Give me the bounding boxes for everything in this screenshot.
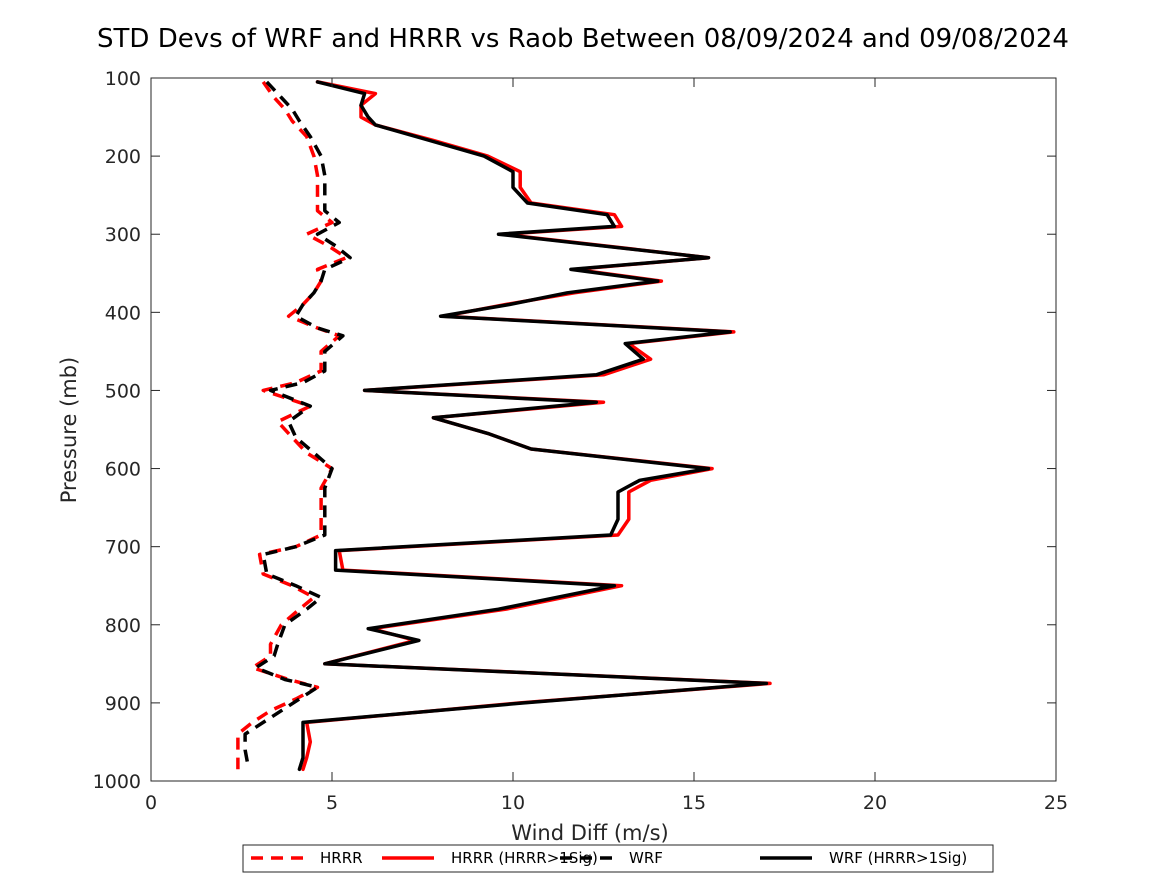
axes-box — [150, 77, 1057, 782]
legend-label: HRRR — [320, 849, 363, 867]
legend-label: HRRR (HRRR>1Sig) — [451, 849, 598, 867]
legend-label: WRF — [629, 849, 663, 867]
y-tick-label: 700 — [105, 537, 141, 559]
y-tick-label: 800 — [105, 615, 141, 637]
y-tick-label: 1000 — [93, 771, 141, 793]
x-tick-label: 15 — [682, 792, 706, 814]
y-tick-label: 500 — [105, 380, 141, 402]
y-axis-label: Pressure (mb) — [57, 357, 81, 504]
legend-box — [242, 844, 994, 873]
plot-area — [151, 78, 1056, 781]
y-tick-label: 200 — [105, 146, 141, 168]
y-tick-label: 300 — [105, 224, 141, 246]
plot-background — [151, 78, 1056, 781]
y-tick-label: 600 — [105, 459, 141, 481]
x-tick-label: 20 — [863, 792, 887, 814]
x-axis: 0 5 10 15 20 25 — [145, 78, 1068, 814]
x-axis-label: Wind Diff (m/s) — [511, 821, 668, 845]
y-tick-label: 400 — [105, 302, 141, 324]
x-tick-label: 5 — [326, 792, 338, 814]
series-line-wrf — [243, 80, 352, 770]
series-line-hrrr — [236, 80, 349, 770]
x-tick-label: 25 — [1044, 792, 1068, 814]
y-axis: 100 200 300 400 500 600 700 800 900 1000 — [93, 68, 1056, 793]
series-line-wrf-hrrr-1sig — [297, 80, 769, 772]
series-layer — [236, 80, 772, 772]
chart-title: STD Devs of WRF and HRRR vs Raob Between… — [97, 24, 1069, 54]
legend: HRRR HRRR (HRRR>1Sig) WRF WRF (HRRR>1Sig) — [242, 844, 994, 873]
x-tick-label: 0 — [145, 792, 157, 814]
y-tick-label: 900 — [105, 693, 141, 715]
legend-label: WRF (HRRR>1Sig) — [829, 849, 967, 867]
x-tick-label: 10 — [501, 792, 525, 814]
y-tick-label: 100 — [105, 68, 141, 90]
